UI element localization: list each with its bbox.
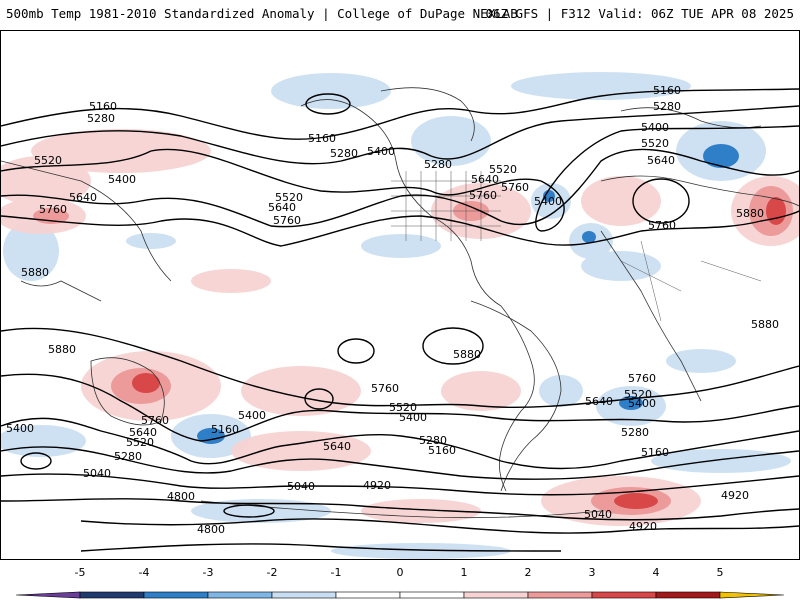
colorbar-tick-label: 1	[460, 566, 468, 579]
contour-label: 5880	[751, 318, 779, 331]
anomaly-map: 5160 5280 5520 5400 5640 5760 5160 5280 …	[1, 72, 799, 559]
contour-label: 5640	[268, 201, 296, 214]
colorbar-swatch	[591, 591, 657, 599]
contour-label: 5160	[89, 100, 117, 113]
colorbar-tick-label: 4	[652, 566, 660, 579]
contour-label: 5760	[648, 219, 676, 232]
colorbar-swatches	[15, 591, 785, 599]
colorbar-tick-label: -3	[202, 566, 214, 579]
colorbar-swatch	[399, 591, 465, 599]
colorbar-swatch	[719, 591, 785, 599]
model-run-info: 06Z GFS | F312 Valid: 06Z TUE APR 08 202…	[485, 6, 794, 21]
map-panel: 5160 5280 5520 5400 5640 5760 5160 5280 …	[0, 30, 800, 560]
contour-label: 5520	[489, 163, 517, 176]
colorbar-tick-label: 0	[396, 566, 404, 579]
header: 500mb Temp 1981-2010 Standardized Anomal…	[0, 0, 800, 28]
contour-label: 5040	[83, 467, 111, 480]
colorbar-tick-label: 2	[524, 566, 532, 579]
contour-label: 5760	[141, 414, 169, 427]
contour-label: 5400	[628, 397, 656, 410]
colorbar-swatch	[271, 591, 337, 599]
contour-label: 5640	[585, 395, 613, 408]
contour-label: 5400	[367, 145, 395, 158]
colorbar-tick-label: -2	[266, 566, 278, 579]
contour-label: 5760	[39, 203, 67, 216]
contour-label: 5280	[653, 100, 681, 113]
contour-label: 5760	[628, 372, 656, 385]
colorbar-swatch	[143, 591, 209, 599]
contour-label: 5760	[273, 214, 301, 227]
contour-label: 4920	[629, 520, 657, 533]
contour-label: 5400	[534, 195, 562, 208]
colorbar-tick-label: 5	[716, 566, 724, 579]
contour-label: 5400	[399, 411, 427, 424]
contour-label: 4920	[363, 479, 391, 492]
contour-label-group: 5160 5280 5520 5400 5640 5760 5160 5280 …	[6, 84, 779, 536]
contour-label: 5760	[501, 181, 529, 194]
contour-label: 4800	[197, 523, 225, 536]
colorbar-swatch	[207, 591, 273, 599]
contour-label: 5640	[647, 154, 675, 167]
contour-label: 5640	[323, 440, 351, 453]
colorbar-swatch	[527, 591, 593, 599]
colorbar-swatch	[335, 591, 401, 599]
contour-label: 5160	[653, 84, 681, 97]
contour-label: 5040	[287, 480, 315, 493]
contour-label: 5160	[641, 446, 669, 459]
contour-label: 4920	[721, 489, 749, 502]
contour-label: 5400	[6, 422, 34, 435]
political-boundaries	[391, 171, 762, 322]
contour-label: 5880	[48, 343, 76, 356]
contour-label: 5880	[453, 348, 481, 361]
colorbar-swatch	[655, 591, 721, 599]
contour-label: 5280	[424, 158, 452, 171]
colorbar-swatch	[79, 591, 145, 599]
contour-label: 5520	[34, 154, 62, 167]
contour-label: 5640	[129, 426, 157, 439]
contour-label: 5160	[308, 132, 336, 145]
contour-label: 5520	[275, 191, 303, 204]
contour-label: 5520	[624, 388, 652, 401]
contour-label: 5280	[419, 434, 447, 447]
colorbar-tick-label: 3	[588, 566, 596, 579]
contour-label: 5520	[126, 436, 154, 449]
contour-label: 5160	[211, 423, 239, 436]
contour-label: 4800	[167, 490, 195, 503]
contour-label: 5040	[584, 508, 612, 521]
contour-label: 5280	[621, 426, 649, 439]
colorbar-tick-label: -5	[74, 566, 86, 579]
contour-label: 5880	[21, 266, 49, 279]
colorbar-swatch	[463, 591, 529, 599]
contour-label: 5880	[736, 207, 764, 220]
contour-label: 5640	[471, 173, 499, 186]
height-contours	[1, 88, 799, 552]
contour-label: 5280	[114, 450, 142, 463]
contour-label: 5400	[108, 173, 136, 186]
contour-label: 5760	[469, 189, 497, 202]
contour-label: 5160	[428, 444, 456, 457]
colorbar-tick-label: -4	[138, 566, 150, 579]
map-title: 500mb Temp 1981-2010 Standardized Anomal…	[6, 6, 518, 21]
colorbar-swatch	[15, 591, 81, 599]
contour-label: 5640	[69, 191, 97, 204]
contour-label: 5280	[330, 147, 358, 160]
strong-positive-anomaly-shading	[132, 197, 786, 509]
contour-label: 5760	[371, 382, 399, 395]
contour-label: 5520	[389, 401, 417, 414]
strong-negative-anomaly-shading	[197, 144, 739, 444]
contour-label: 5400	[238, 409, 266, 422]
colorbar-tick-label: -1	[330, 566, 342, 579]
contour-label: 5280	[87, 112, 115, 125]
contour-label: 5400	[641, 121, 669, 134]
colorbar: -5 -4 -3 -2 -1 0 1 2 3 4 5	[0, 566, 800, 600]
contour-label: 5520	[641, 137, 669, 150]
